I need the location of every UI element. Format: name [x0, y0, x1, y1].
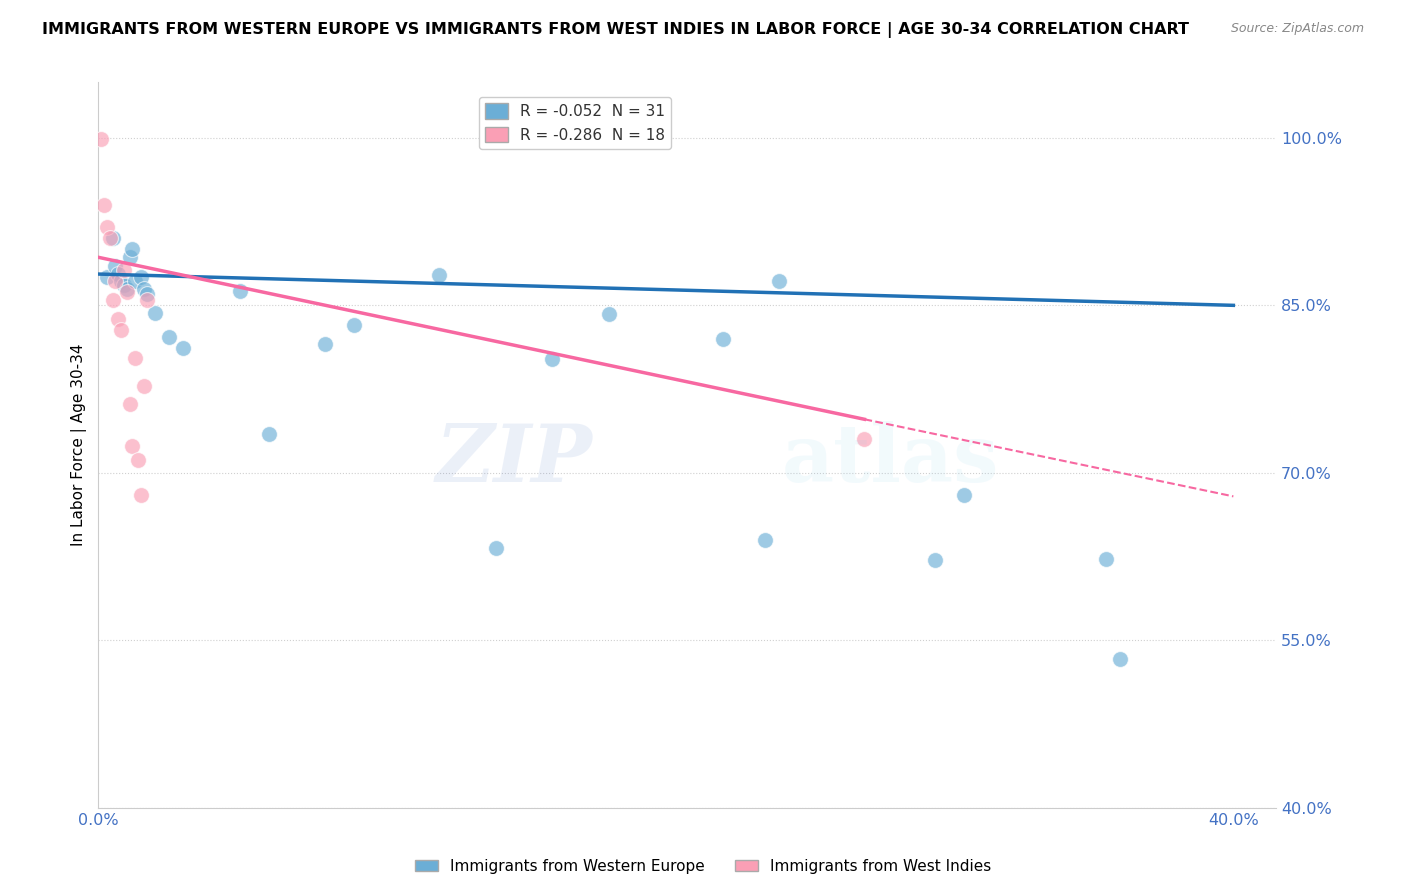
Point [121, 243, 143, 257]
Point [115, 282, 138, 296]
Point [754, 533, 776, 547]
Point [541, 351, 564, 366]
Point [952, 488, 974, 502]
Point [711, 332, 734, 346]
Point [314, 337, 336, 351]
Text: Source: ZipAtlas.com: Source: ZipAtlas.com [1230, 22, 1364, 36]
Point [132, 378, 155, 392]
Point [115, 285, 138, 299]
Point [107, 311, 129, 326]
Point [90, 132, 112, 146]
Point [172, 341, 194, 355]
Point [93, 198, 115, 212]
Point [101, 231, 124, 245]
Point [118, 397, 141, 411]
Point [1108, 652, 1130, 666]
Point [229, 284, 252, 298]
Y-axis label: In Labor Force | Age 30-34: In Labor Force | Age 30-34 [72, 343, 87, 546]
Point [853, 433, 876, 447]
Point [96, 220, 118, 235]
Point [257, 426, 280, 441]
Point [127, 452, 149, 467]
Point [112, 262, 135, 277]
Point [96, 270, 118, 285]
Point [98, 231, 121, 245]
Point [112, 278, 135, 293]
Point [118, 250, 141, 264]
Point [104, 274, 127, 288]
Point [107, 267, 129, 281]
Point [924, 553, 946, 567]
Text: IMMIGRANTS FROM WESTERN EUROPE VS IMMIGRANTS FROM WEST INDIES IN LABOR FORCE | A: IMMIGRANTS FROM WESTERN EUROPE VS IMMIGR… [42, 22, 1189, 38]
Point [768, 274, 790, 288]
Point [121, 439, 143, 453]
Point [129, 488, 152, 502]
Point [132, 282, 155, 296]
Point [135, 287, 157, 301]
Point [110, 274, 132, 288]
Point [427, 268, 450, 282]
Point [135, 293, 157, 307]
Point [124, 351, 146, 365]
Text: ZIP: ZIP [436, 421, 593, 499]
Point [157, 329, 180, 343]
Point [110, 323, 132, 337]
Point [484, 541, 506, 555]
Point [104, 259, 127, 273]
Point [129, 270, 152, 285]
Point [1094, 552, 1116, 566]
Point [143, 306, 166, 320]
Legend: R = -0.052  N = 31, R = -0.286  N = 18: R = -0.052 N = 31, R = -0.286 N = 18 [479, 97, 672, 149]
Point [124, 274, 146, 288]
Text: atlas: atlas [782, 420, 998, 499]
Legend: Immigrants from Western Europe, Immigrants from West Indies: Immigrants from Western Europe, Immigran… [409, 853, 997, 880]
Point [101, 293, 124, 307]
Point [598, 307, 620, 321]
Point [343, 318, 366, 333]
